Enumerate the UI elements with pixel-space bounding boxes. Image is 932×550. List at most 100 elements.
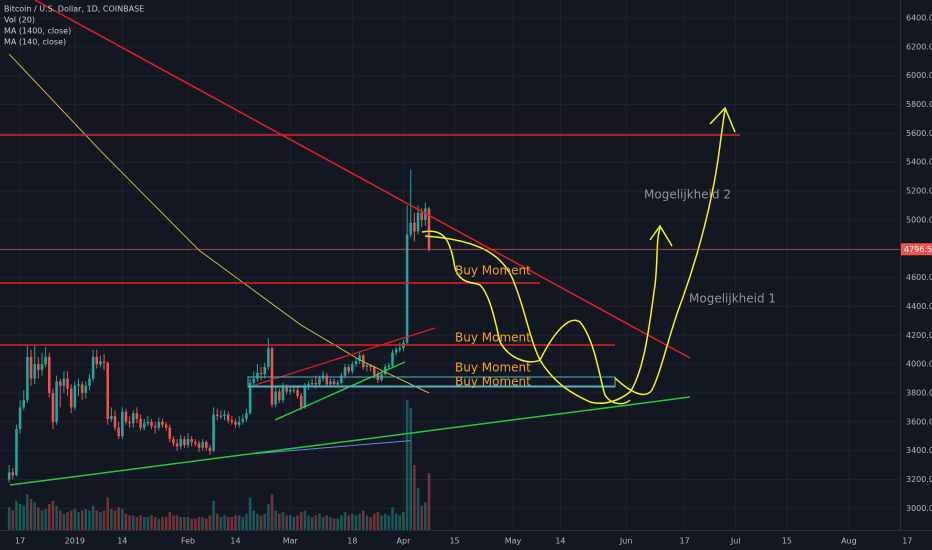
volume-bar: [413, 465, 416, 530]
scenario-path: [614, 106, 736, 396]
y-tick-label: 3800.00: [906, 388, 932, 397]
y-tick-label: 3000.00: [906, 504, 932, 513]
volume-bar: [69, 510, 73, 530]
candle-body: [310, 382, 314, 385]
zone: [247, 376, 616, 388]
y-tick-label: 3200.00: [906, 475, 932, 484]
volume-bar: [11, 510, 15, 530]
volume-bar: [117, 507, 120, 530]
candle-body: [230, 420, 234, 422]
volume-bar: [62, 513, 66, 530]
volume-bar: [314, 515, 318, 530]
x-tick-label: Feb: [181, 537, 195, 546]
volume-bar: [420, 505, 423, 530]
y-tick-label: 5600.00: [906, 129, 932, 138]
x-tick-label: Jul: [730, 537, 741, 546]
volume-bar: [296, 515, 299, 530]
volume-bar: [33, 502, 36, 530]
candle-body: [110, 416, 113, 419]
candle-body: [303, 385, 307, 408]
volume-bar: [135, 517, 139, 530]
volume-bar: [281, 512, 285, 530]
x-tick-label: 17: [679, 537, 689, 546]
volume-bar: [329, 517, 332, 530]
volume-bar: [84, 508, 88, 530]
volume-bar: [190, 518, 193, 530]
volume-bar: [168, 512, 172, 530]
volume-bar: [172, 515, 175, 530]
volume-bar: [40, 510, 44, 530]
volume-bar: [362, 510, 365, 530]
candle-body: [358, 355, 361, 362]
candle-body: [365, 365, 369, 368]
candle-body: [48, 356, 51, 393]
candle-body: [248, 382, 252, 414]
volume-bar: [398, 515, 402, 530]
candle-body: [194, 442, 197, 444]
candle-body: [73, 385, 77, 408]
candle-body: [208, 447, 212, 451]
support-line: [9, 396, 691, 486]
candle-body: [354, 361, 358, 365]
volume-bar: [409, 408, 413, 530]
volume-bar: [18, 504, 22, 530]
x-tick-label: May: [505, 537, 522, 546]
candle-body: [314, 382, 318, 385]
candle-body: [179, 439, 183, 447]
volume-bar: [183, 517, 186, 530]
drawings: [0, 0, 740, 486]
annotation: Buy Moment: [455, 375, 531, 389]
candle-body: [394, 349, 398, 353]
volume-bar: [26, 494, 29, 530]
candle-body: [420, 212, 423, 220]
candle-body: [172, 439, 175, 444]
volume-bar: [121, 508, 124, 530]
volume-bar: [336, 518, 340, 530]
volume-bar: [321, 517, 325, 530]
candle-body: [223, 414, 226, 417]
volume-bar: [186, 517, 190, 530]
candle-body: [219, 416, 223, 418]
volume-bar: [197, 517, 201, 530]
candle-body: [332, 381, 336, 385]
candle-body: [26, 356, 29, 401]
candle-body: [427, 208, 431, 250]
volume-bar: [80, 510, 84, 530]
x-tick-label: 17: [902, 537, 912, 546]
volume-bar: [99, 512, 102, 530]
candle-body: [139, 418, 142, 428]
candle-body: [146, 421, 150, 424]
volume-bar: [343, 512, 347, 530]
volume-bar: [365, 515, 369, 530]
annotation: Mogelijkheid 2: [644, 188, 731, 202]
y-tick-label: 3600.00: [906, 417, 932, 426]
annotation: Buy Moment: [455, 264, 531, 278]
candle-body: [351, 364, 354, 372]
x-tick-label: 18: [347, 537, 357, 546]
x-tick-label: 14: [555, 537, 565, 546]
x-tick-label: 14: [230, 537, 240, 546]
volume-bar: [285, 515, 288, 530]
candle-body: [62, 378, 66, 386]
volume-bar: [303, 510, 307, 530]
volume-bar: [241, 517, 245, 530]
candle-body: [33, 364, 36, 379]
volume-bar: [55, 505, 58, 530]
candle-body: [80, 384, 84, 393]
volume-bar: [212, 500, 215, 530]
volume-bar: [394, 513, 398, 530]
candle-body: [281, 387, 285, 401]
volume-bar: [88, 510, 91, 530]
volume-bar: [37, 507, 40, 530]
volume-bar: [161, 517, 164, 530]
volume-bar: [58, 510, 62, 530]
candle-body: [44, 356, 47, 365]
volume-bar: [223, 515, 226, 530]
volume-bar: [340, 515, 343, 530]
volume-bar: [146, 517, 150, 530]
volume-bar: [383, 513, 387, 530]
volume-bar: [205, 518, 208, 530]
volume-bar: [237, 515, 241, 530]
